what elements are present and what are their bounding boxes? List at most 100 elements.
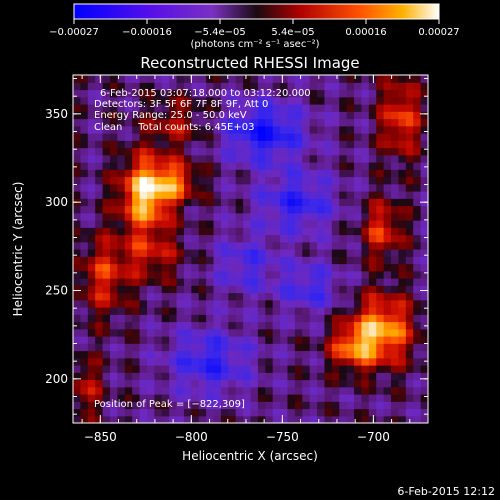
heatmap-cell — [361, 220, 370, 228]
heatmap-cell — [213, 118, 222, 127]
heatmap-cell — [339, 198, 348, 207]
heatmap-cell — [280, 249, 289, 257]
heatmap-cell — [398, 299, 407, 308]
heatmap-cell — [169, 176, 178, 185]
heatmap-cell — [154, 82, 163, 91]
heatmap-cell — [132, 343, 141, 352]
heatmap-cell — [102, 118, 111, 127]
heatmap-cell — [398, 401, 407, 410]
heatmap-cell — [228, 249, 237, 257]
heatmap-cell — [109, 357, 118, 366]
heatmap-cell — [383, 256, 392, 265]
heatmap-cell — [317, 249, 326, 257]
heatmap-cell — [213, 372, 222, 381]
heatmap-cell — [257, 118, 266, 127]
heatmap-cell — [243, 191, 252, 199]
heatmap-cell — [198, 75, 207, 83]
heatmap — [73, 75, 428, 423]
heatmap-cell — [354, 96, 363, 105]
heatmap-cell — [287, 336, 296, 344]
heatmap-cell — [235, 147, 244, 156]
heatmap-cell — [132, 408, 141, 417]
heatmap-cell — [228, 321, 237, 330]
heatmap-cell — [73, 408, 81, 417]
heatmap-cell — [413, 212, 422, 221]
heatmap-cell — [309, 372, 318, 381]
heatmap-cell — [339, 386, 348, 395]
heatmap-cell — [383, 285, 392, 294]
heatmap-cell — [102, 176, 111, 185]
heatmap-cell — [257, 328, 266, 337]
heatmap-cell — [339, 321, 348, 330]
heatmap-cell — [95, 328, 104, 337]
heatmap-cell — [176, 401, 185, 410]
heatmap-cell — [183, 125, 192, 134]
heatmap-cell — [317, 82, 326, 91]
heatmap-cell — [339, 241, 348, 250]
heatmap-cell — [250, 328, 259, 337]
heatmap-cell — [383, 82, 392, 91]
heatmap-cell — [161, 220, 170, 228]
heatmap-cell — [265, 299, 274, 308]
heatmap-cell — [102, 386, 111, 395]
heatmap-cell — [169, 270, 178, 279]
heatmap-cell — [250, 227, 259, 236]
heatmap-cell — [228, 328, 237, 337]
heatmap-cell — [272, 140, 281, 149]
heatmap-cell — [383, 111, 392, 120]
heatmap-cell — [309, 401, 318, 410]
heatmap-cell — [213, 263, 222, 272]
heatmap-cell — [405, 357, 414, 366]
heatmap-cell — [391, 169, 400, 178]
heatmap-cell — [132, 111, 141, 120]
heatmap-cell — [294, 125, 303, 134]
heatmap-cell — [117, 372, 126, 381]
heatmap-cell — [191, 270, 200, 279]
heatmap-cell — [361, 183, 370, 192]
heatmap-cell — [398, 249, 407, 257]
heatmap-cell — [339, 270, 348, 279]
heatmap-cell — [413, 292, 422, 301]
heatmap-cell — [161, 176, 170, 185]
heatmap-cell — [391, 118, 400, 127]
heatmap-cell — [80, 336, 89, 344]
heatmap-cell — [213, 241, 222, 250]
heatmap-cell — [391, 111, 400, 120]
heatmap-cell — [132, 321, 141, 330]
heatmap-cell — [280, 343, 289, 352]
heatmap-cell — [368, 379, 377, 388]
heatmap-cell — [183, 256, 192, 265]
heatmap-cell — [280, 191, 289, 199]
heatmap-cell — [317, 401, 326, 410]
heatmap-cell — [176, 249, 185, 257]
heatmap-cell — [139, 401, 148, 410]
heatmap-cell — [398, 169, 407, 178]
heatmap-cell — [420, 220, 428, 228]
heatmap-cell — [383, 133, 392, 141]
heatmap-cell — [183, 357, 192, 366]
heatmap-cell — [361, 321, 370, 330]
footer-date: 6-Feb-2015 12:12 — [397, 485, 495, 498]
heatmap-cell — [206, 415, 215, 423]
heatmap-cell — [317, 227, 326, 236]
heatmap-cell — [132, 386, 141, 395]
heatmap-cell — [346, 82, 355, 91]
heatmap-cell — [169, 292, 178, 301]
heatmap-cell — [87, 191, 96, 199]
heatmap-cell — [405, 183, 414, 192]
heatmap-cell — [257, 176, 266, 185]
heatmap-cell — [73, 140, 81, 149]
heatmap-cell — [294, 162, 303, 170]
heatmap-cell — [280, 104, 289, 112]
heatmap-cell — [206, 336, 215, 344]
heatmap-cell — [220, 372, 229, 381]
heatmap-cell — [383, 379, 392, 388]
heatmap-cell — [317, 314, 326, 323]
heatmap-cell — [250, 111, 259, 120]
heatmap-cell — [257, 379, 266, 388]
heatmap-cell — [109, 241, 118, 250]
heatmap-cell — [317, 154, 326, 163]
heatmap-cell — [354, 307, 363, 315]
heatmap-cell — [95, 96, 104, 105]
heatmap-cell — [272, 227, 281, 236]
